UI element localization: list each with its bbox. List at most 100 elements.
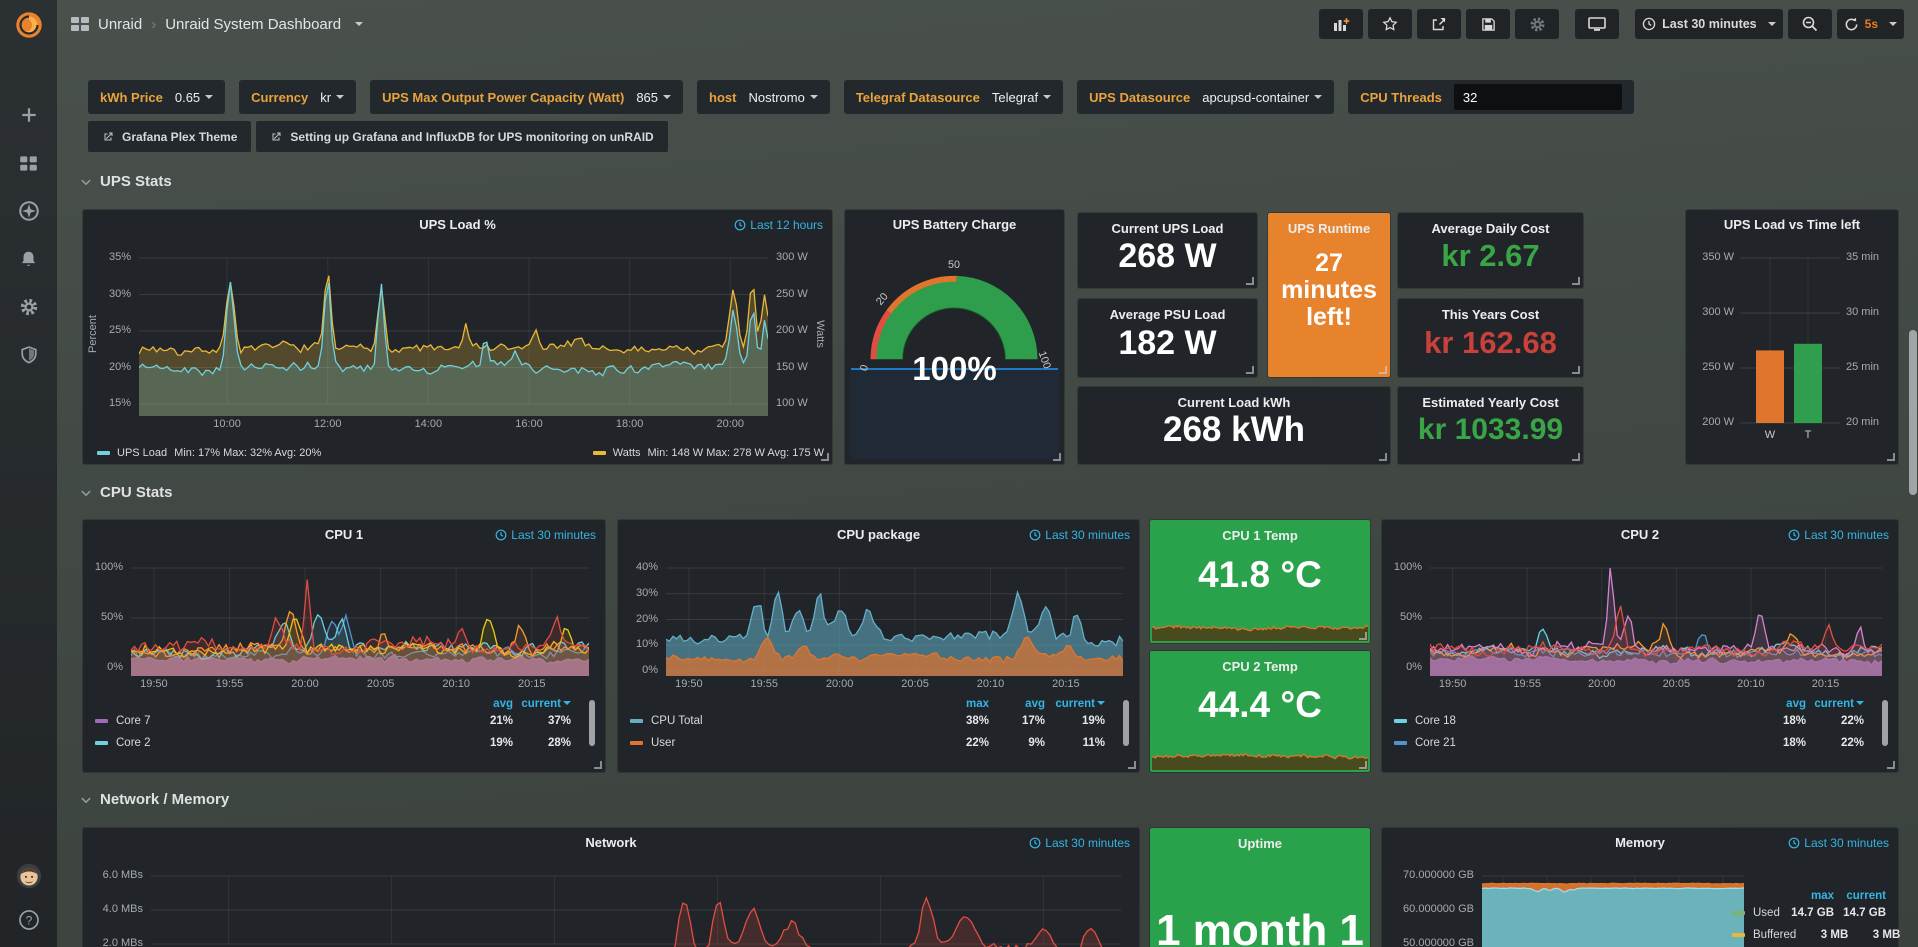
axis-tick-label: 200 W — [1702, 416, 1734, 428]
stat-title[interactable]: CPU 2 Temp — [1222, 659, 1298, 674]
breadcrumb-folder[interactable]: Unraid — [98, 15, 143, 33]
page-scrollbar[interactable] — [1909, 330, 1917, 495]
axis-tick-label: 25% — [108, 324, 131, 336]
legend-scrollbar[interactable] — [589, 700, 595, 746]
dashboard-title-caret-icon[interactable] — [355, 22, 364, 30]
panel-title[interactable]: CPU 2 — [1620, 527, 1660, 542]
ups-vs-time-bars: 350 W 300 W 250 W 200 W 35 min 30 min 25 min 20… — [1694, 251, 1890, 452]
cpu2-temp-sparkline — [1152, 744, 1368, 770]
axis-tick-label: 20:00 — [716, 418, 745, 430]
clock-icon — [1029, 529, 1041, 541]
panel-time-range[interactable]: Last 30 minutes — [495, 528, 596, 542]
stat-value: kr 2.67 — [1441, 238, 1540, 273]
stat-value: 268 kWh — [1163, 410, 1305, 449]
cpu1-temp-sparkline — [1152, 615, 1368, 641]
variable-cpu-threads: CPU Threads — [1348, 80, 1634, 114]
help-icon[interactable]: ? — [16, 907, 42, 933]
stat-title[interactable]: This Years Cost — [1441, 307, 1540, 322]
share-button[interactable] — [1417, 9, 1462, 39]
refresh-caret-icon — [1889, 22, 1897, 30]
legend-scrollbar[interactable] — [1882, 700, 1888, 746]
svg-text:?: ? — [25, 913, 32, 927]
axis-tick-label: 10:00 — [213, 418, 241, 430]
gauge-tick: 0 — [858, 363, 871, 372]
stat-value: kr 1033.99 — [1417, 413, 1564, 446]
axis-tick-label: 70.000000 GB — [1403, 869, 1474, 881]
explore-compass-icon[interactable] — [16, 198, 42, 224]
axis-tick-label: 19:55 — [215, 678, 244, 690]
panel-title[interactable]: UPS Load vs Time left — [1723, 217, 1861, 232]
legend-item[interactable]: Watts Min: 148 W Max: 278 W Avg: 175 W — [592, 447, 824, 459]
time-range-caret-icon — [1767, 22, 1776, 30]
dashboard-settings-button[interactable] — [1515, 9, 1560, 39]
panel-time-range[interactable]: Last 30 minutes — [1788, 528, 1889, 542]
link-grafana-plex-theme[interactable]: Grafana Plex Theme — [88, 121, 252, 152]
axis-tick-label: 19:50 — [140, 678, 168, 690]
link-grafana-influxdb-guide[interactable]: Setting up Grafana and InfluxDB for UPS … — [256, 121, 668, 152]
cpu-threads-input[interactable] — [1453, 84, 1622, 110]
axis-tick-label: 100% — [94, 561, 123, 573]
axis-tick-label: 60.000000 GB — [1403, 903, 1474, 915]
row-header-cpu-stats[interactable]: CPU Stats — [80, 484, 173, 501]
user-avatar[interactable] — [16, 863, 42, 889]
panel-time-range[interactable]: Last 30 minutes — [1029, 836, 1130, 850]
time-range-picker[interactable]: Last 30 minutes — [1635, 9, 1783, 39]
axis-tick-label: 20% — [635, 612, 658, 625]
axis-tick-label: 0% — [107, 661, 123, 673]
navbar: Unraid › Unraid System Dashboard Last 30… — [57, 0, 1918, 48]
panel-ups-runtime: UPS Runtime 27 minutes left! — [1268, 213, 1390, 377]
y-axis-label: Percent — [87, 315, 99, 353]
legend-scrollbar[interactable] — [1123, 700, 1129, 746]
stat-title[interactable]: Uptime — [1237, 836, 1283, 851]
variable-ups-datasource: UPS Datasource apcupsd-container — [1077, 80, 1335, 114]
refresh-picker[interactable]: 5s — [1836, 9, 1904, 39]
variable-ups-max-power: UPS Max Output Power Capacity (Watt) 865 — [370, 80, 684, 114]
save-button[interactable] — [1466, 9, 1511, 39]
legend-item[interactable]: UPS Load Min: 17% Max: 32% Avg: 20% — [97, 447, 321, 459]
breadcrumb-dashboard-title[interactable]: Unraid System Dashboard — [165, 15, 342, 33]
stat-title[interactable]: CPU 1 Temp — [1222, 528, 1298, 543]
row-header-ups-stats[interactable]: UPS Stats — [80, 173, 172, 190]
panel-uptime: Uptime 1 month 1 — [1150, 828, 1370, 947]
axis-tick-label: 2.0 MBs — [102, 937, 143, 947]
axis-tick-label: 25 min — [1846, 361, 1880, 373]
panel-title[interactable]: UPS Battery Charge — [892, 217, 1017, 232]
dashboard-picker-icon[interactable] — [71, 17, 89, 31]
grafana-logo-icon[interactable] — [0, 0, 57, 50]
server-admin-shield-icon[interactable] — [16, 342, 42, 368]
panel-time-range[interactable]: Last 30 minutes — [1788, 836, 1889, 850]
variable-host: host Nostromo — [697, 80, 830, 114]
stat-title[interactable]: Current UPS Load — [1111, 221, 1224, 236]
create-icon[interactable] — [16, 102, 42, 128]
panel-time-range[interactable]: Last 30 minutes — [1029, 528, 1130, 542]
axis-tick-label: 20:15 — [1811, 678, 1840, 690]
alerting-bell-icon[interactable] — [16, 246, 42, 272]
panel-current-ups-load: Current UPS Load 268 W — [1078, 213, 1257, 288]
panel-estimated-yearly-cost: Estimated Yearly Cost kr 1033.99 — [1398, 387, 1583, 464]
axis-tick-label: 150 W — [776, 360, 808, 373]
panel-memory-graph: Memory Last 30 minutes 70.000000 GB 60.00… — [1382, 828, 1900, 947]
zoom-out-button[interactable] — [1787, 9, 1832, 39]
panel-title[interactable]: CPU 1 — [324, 527, 364, 542]
stat-title[interactable]: UPS Runtime — [1287, 221, 1371, 236]
panel-time-range[interactable]: Last 12 hours — [734, 218, 823, 232]
panel-title[interactable]: Memory — [1615, 835, 1665, 850]
panel-title[interactable]: UPS Load % — [419, 217, 496, 232]
configuration-gear-icon[interactable] — [16, 294, 42, 320]
stat-title[interactable]: Average PSU Load — [1109, 307, 1226, 322]
star-button[interactable] — [1368, 9, 1413, 39]
add-panel-button[interactable] — [1319, 9, 1364, 39]
network-chart: 6.0 MBs 4.0 MBs 2.0 MBs — [91, 869, 1131, 947]
cycle-view-tv-button[interactable] — [1575, 9, 1620, 39]
ups-load-chart: 35% 30% 25% 20% 15% 300 W 250 W 200 W 150 W 100 W… — [87, 251, 826, 432]
axis-tick-label: 350 W — [1702, 251, 1734, 263]
panel-title[interactable]: CPU package — [836, 527, 921, 542]
stat-value: 41.8 °C — [1198, 554, 1322, 595]
stat-title[interactable]: Estimated Yearly Cost — [1422, 395, 1559, 410]
breadcrumb-separator: › — [151, 15, 157, 33]
stat-title[interactable]: Current Load kWh — [1177, 395, 1291, 410]
stat-title[interactable]: Average Daily Cost — [1431, 221, 1550, 236]
row-header-network-memory[interactable]: Network / Memory — [80, 791, 229, 808]
panel-title[interactable]: Network — [585, 835, 637, 850]
dashboards-icon[interactable] — [16, 150, 42, 176]
